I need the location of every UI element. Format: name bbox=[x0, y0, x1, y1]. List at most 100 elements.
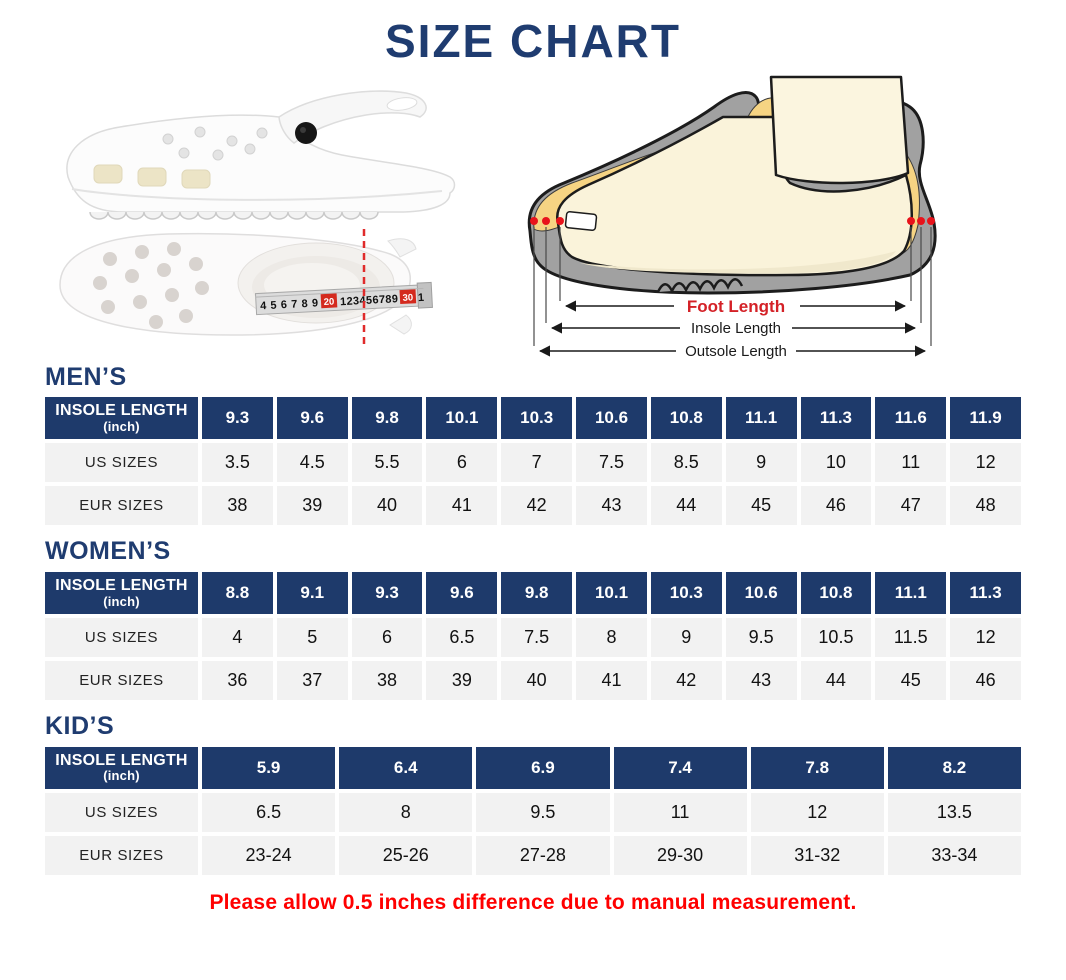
table-cell: 11 bbox=[875, 443, 947, 483]
table-cell: 38 bbox=[351, 661, 423, 701]
table-cell: 7 bbox=[501, 443, 573, 483]
table-cell: 45 bbox=[725, 486, 797, 526]
table-cell: 47 bbox=[875, 486, 947, 526]
mens-size-table: INSOLE LENGTH (inch) 9.3 9.6 9.8 10.1 10.3 10.6… bbox=[45, 397, 1021, 526]
table-cell: 5 bbox=[276, 618, 348, 658]
table-cell: 43 bbox=[576, 486, 647, 526]
table-cell: 45 bbox=[875, 661, 947, 701]
guide-lines bbox=[533, 226, 932, 346]
measurement-disclaimer: Please allow 0.5 inches difference due t… bbox=[209, 890, 857, 914]
table-cell: 38 bbox=[202, 486, 273, 526]
measure-dots bbox=[530, 216, 935, 225]
table-cell: 11.1 bbox=[875, 572, 947, 615]
table-cell: 10.6 bbox=[725, 572, 797, 615]
foot-length-label: Foot Length bbox=[687, 297, 785, 316]
table-cell: 9.6 bbox=[276, 397, 348, 440]
foot-diagram-image: Foot Length Insole Length Outsole Length bbox=[527, 75, 937, 360]
table-cell: 10.6 bbox=[576, 397, 647, 440]
table-cell: 42 bbox=[650, 661, 722, 701]
table-cell: 5.5 bbox=[351, 443, 423, 483]
table-cell: 9 bbox=[650, 618, 722, 658]
table-cell: 6.4 bbox=[339, 746, 473, 789]
table-cell: 4 bbox=[202, 618, 273, 658]
table-cell: 29-30 bbox=[613, 835, 747, 875]
section-title-womens: WOMEN’S bbox=[45, 537, 171, 566]
table-cell: 36 bbox=[202, 661, 273, 701]
table-cell: 41 bbox=[426, 486, 498, 526]
table-cell: 7.8 bbox=[750, 746, 884, 789]
foot-measurement-diagram: Foot Length Insole Length Outsole Length bbox=[518, 73, 1052, 360]
mens-size-table-section: MEN’S INSOLE LENGTH (inch) 9.3 9.6 9.8 10.1 10… bbox=[0, 363, 1066, 526]
table-cell: 46 bbox=[800, 486, 872, 526]
us-sizes-row-label: US SIZES bbox=[45, 792, 198, 832]
table-cell: 6.9 bbox=[476, 746, 610, 789]
table-cell: 8.8 bbox=[202, 572, 273, 615]
table-cell: 10.5 bbox=[800, 618, 872, 658]
eur-sizes-row-label: EUR SIZES bbox=[45, 486, 198, 526]
table-cell: 31-32 bbox=[750, 835, 884, 875]
table-cell: 8.5 bbox=[650, 443, 722, 483]
table-cell: 10.8 bbox=[650, 397, 722, 440]
eur-sizes-row-label: EUR SIZES bbox=[45, 835, 198, 875]
insole-length-row-label: INSOLE LENGTH (inch) bbox=[45, 572, 198, 615]
table-cell: 10 bbox=[800, 443, 872, 483]
table-cell: 40 bbox=[351, 486, 423, 526]
size-chart-page: SIZE CHART bbox=[0, 16, 1066, 915]
table-cell: 7.4 bbox=[613, 746, 747, 789]
table-cell: 9.6 bbox=[426, 572, 498, 615]
table-cell: 11.1 bbox=[725, 397, 797, 440]
eur-sizes-row-label: EUR SIZES bbox=[45, 661, 198, 701]
us-sizes-row-label: US SIZES bbox=[45, 618, 198, 658]
table-cell: 11.3 bbox=[800, 397, 872, 440]
table-cell: 25-26 bbox=[339, 835, 473, 875]
tape-numbers-3: 1 bbox=[418, 291, 425, 303]
table-cell: 9.8 bbox=[501, 572, 573, 615]
table-cell: 6.5 bbox=[202, 792, 336, 832]
table-cell: 44 bbox=[650, 486, 722, 526]
strap-rivet bbox=[295, 121, 317, 144]
table-cell: 44 bbox=[800, 661, 872, 701]
leg-shape bbox=[769, 75, 910, 184]
table-cell: 23-24 bbox=[202, 835, 336, 875]
insole-length-label: Insole Length bbox=[691, 320, 781, 337]
table-cell: 11.6 bbox=[875, 397, 947, 440]
table-cell: 10.3 bbox=[650, 572, 722, 615]
table-cell: 4.5 bbox=[276, 443, 348, 483]
vent-holes-top bbox=[93, 241, 209, 329]
tape-mark-20: 20 bbox=[323, 296, 334, 308]
table-cell: 46 bbox=[950, 661, 1021, 701]
kids-size-table-section: KID’S INSOLE LENGTH (inch) 5.9 6.4 6.9 7.4 7.8… bbox=[0, 712, 1066, 875]
table-cell: 39 bbox=[276, 486, 348, 526]
womens-size-table: INSOLE LENGTH (inch) 8.8 9.1 9.3 9.6 9.8 10.1 10… bbox=[45, 572, 1021, 701]
table-cell: 6.5 bbox=[426, 618, 498, 658]
table-cell: 6 bbox=[351, 618, 423, 658]
product-photos: 4 5 6 7 8 9 20 1 2 3 4 5 6 7 8 9 30 1 bbox=[44, 73, 494, 351]
table-cell: 12 bbox=[950, 443, 1021, 483]
table-cell: 9.5 bbox=[476, 792, 610, 832]
table-cell: 41 bbox=[576, 661, 647, 701]
table-cell: 9.8 bbox=[351, 397, 423, 440]
table-cell: 39 bbox=[426, 661, 498, 701]
table-cell: 12 bbox=[750, 792, 884, 832]
table-cell: 27-28 bbox=[476, 835, 610, 875]
table-cell: 5.9 bbox=[202, 746, 336, 789]
table-cell: 43 bbox=[725, 661, 797, 701]
clog-top-view: 4 5 6 7 8 9 20 1 2 3 4 5 6 7 8 9 30 1 bbox=[59, 228, 433, 349]
table-cell: 6 bbox=[426, 443, 498, 483]
table-cell: 11.9 bbox=[950, 397, 1021, 440]
table-cell: 7.5 bbox=[576, 443, 647, 483]
insole-length-row-label: INSOLE LENGTH (inch) bbox=[45, 746, 198, 789]
measuring-tape: 4 5 6 7 8 9 20 1 2 3 4 5 6 7 8 9 30 1 bbox=[254, 281, 433, 315]
table-cell: 42 bbox=[501, 486, 573, 526]
section-title-kids: KID’S bbox=[45, 712, 115, 741]
table-cell: 11 bbox=[613, 792, 747, 832]
table-cell: 9.3 bbox=[351, 572, 423, 615]
insole-length-row-label: INSOLE LENGTH (inch) bbox=[45, 397, 198, 440]
table-cell: 8 bbox=[576, 618, 647, 658]
page-title: SIZE CHART bbox=[385, 15, 681, 67]
kids-size-table: INSOLE LENGTH (inch) 5.9 6.4 6.9 7.4 7.8 8.2 US … bbox=[45, 746, 1021, 875]
clog-side-view bbox=[66, 89, 456, 220]
table-cell: 10.3 bbox=[501, 397, 573, 440]
table-cell: 8 bbox=[339, 792, 473, 832]
us-sizes-row-label: US SIZES bbox=[45, 443, 198, 483]
